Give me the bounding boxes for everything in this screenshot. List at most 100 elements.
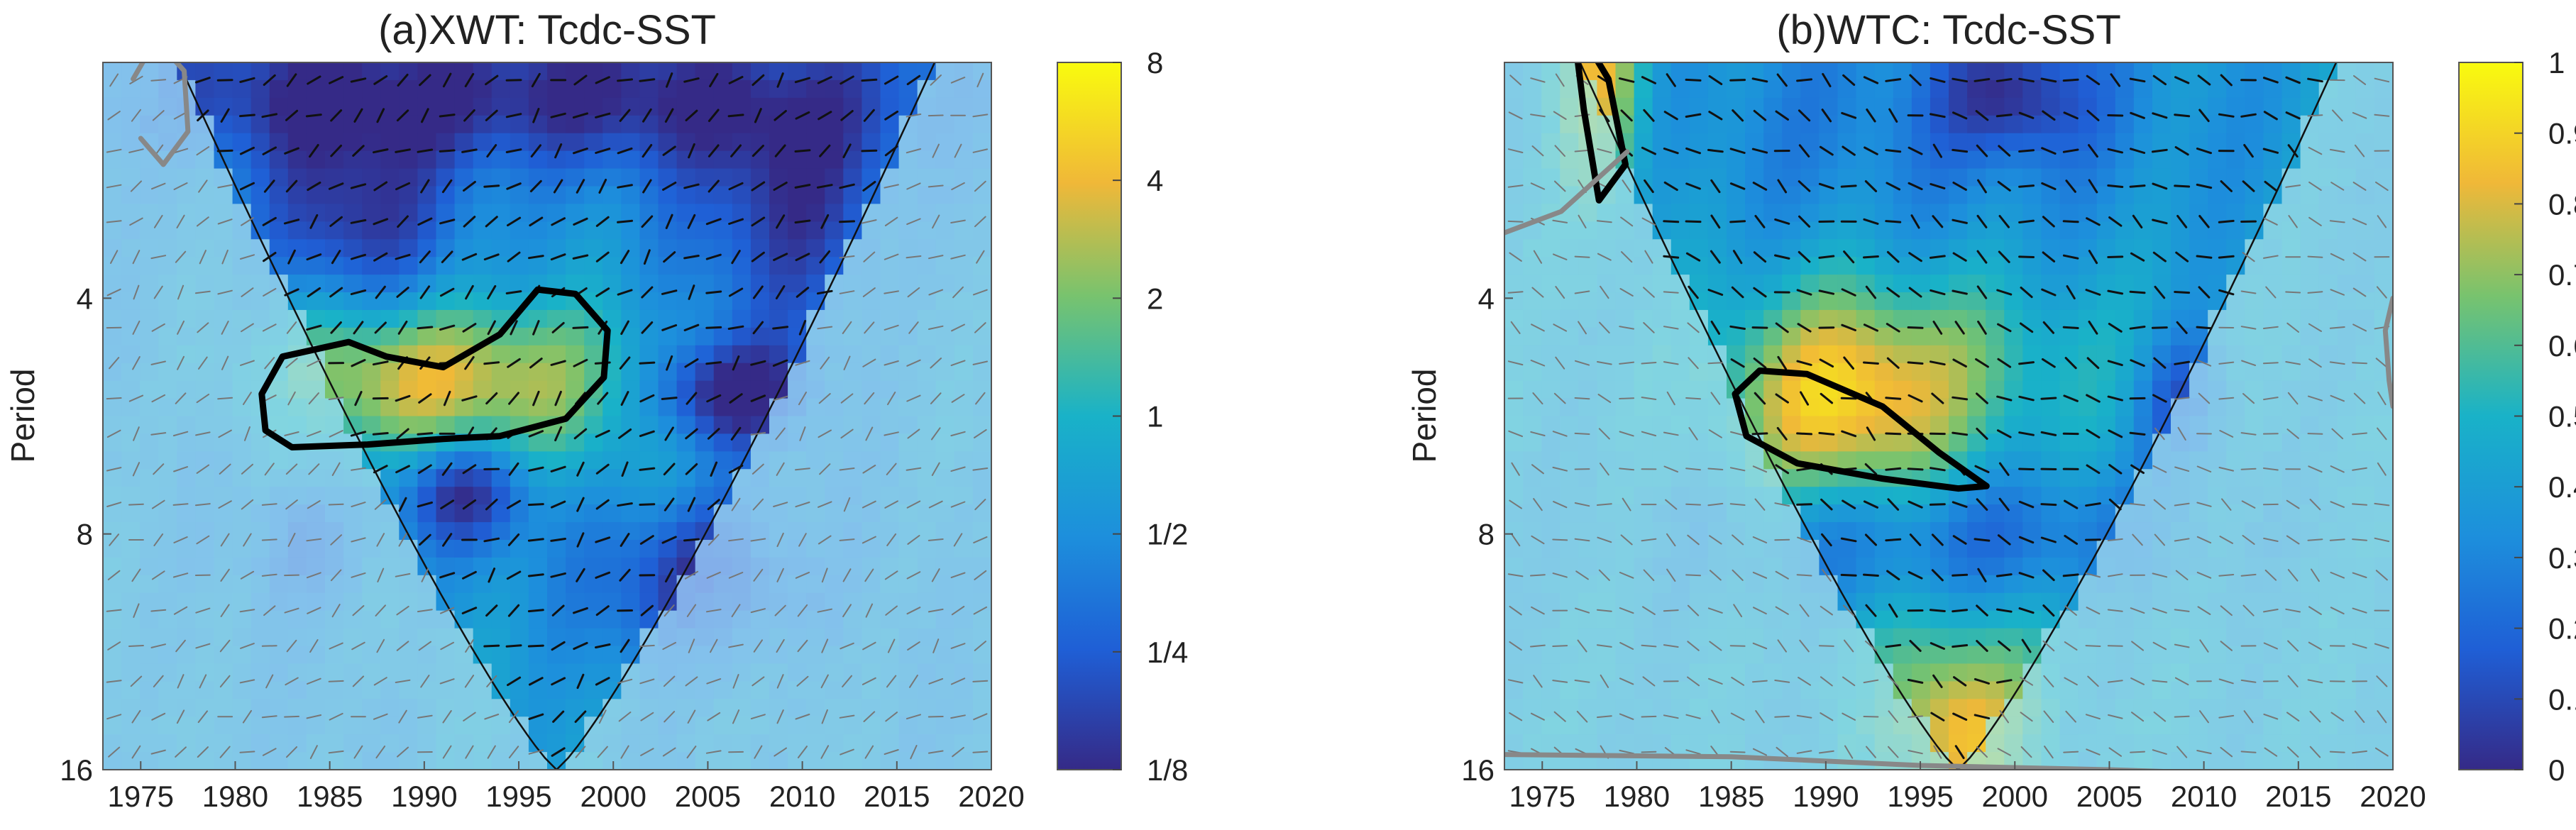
panel-a-phase-arrow (840, 110, 854, 121)
panel-b-heat-cell (1634, 522, 1653, 541)
panel-a-phase-arrow (728, 464, 744, 474)
panel-b-heat-cell (2226, 487, 2246, 505)
panel-a-phase-arrow (241, 323, 254, 333)
panel-a-phase-arrow (639, 503, 656, 506)
panel-b-heat-cell (2300, 681, 2320, 700)
panel-a-heat-cell (880, 592, 900, 612)
panel-a-phase-arrow (196, 216, 209, 227)
panel-b-heat-cell (1763, 487, 1783, 505)
panel-a-heat-cell (880, 522, 900, 541)
panel-a-phase-arrow (197, 746, 209, 758)
panel-b-heat-cell (1837, 451, 1857, 470)
panel-b-heat-cell (2263, 363, 2283, 382)
panel-b-heat-cell (1727, 646, 1746, 665)
panel-b-heat-cell (2022, 681, 2042, 700)
panel-a-phase-arrow (842, 321, 852, 334)
panel-b-heat-cell (1874, 186, 1894, 205)
panel-a-heat-cell (380, 752, 400, 770)
panel-b-heat-cell (1874, 628, 1894, 647)
panel-a-heat-cell (843, 309, 863, 328)
panel-a-heat-cell (806, 734, 826, 753)
panel-b-heat-cell (1689, 239, 1709, 258)
panel-a-heat-cell (306, 62, 326, 81)
panel-b-phase-arrow (1707, 148, 1724, 153)
panel-b-heat-cell (2059, 133, 2079, 152)
panel-a-heat-cell (473, 716, 492, 735)
panel-a-phase-arrow (686, 392, 698, 405)
panel-b-heatmap (1504, 62, 2393, 770)
panel-a-phase-arrow (683, 538, 700, 542)
panel-b-phase-arrow (1554, 145, 1565, 157)
panel-a-heat-cell (750, 416, 770, 435)
panel-a-heat-cell (177, 699, 197, 718)
panel-a-heat-cell (177, 557, 197, 576)
panel-b-heat-cell (2226, 221, 2246, 240)
panel-b-heat-cell (1837, 557, 1857, 576)
panel-a-phase-arrow (151, 394, 166, 403)
panel-b-heat-cell (1727, 522, 1746, 541)
panel-b-heat-cell (2281, 168, 2301, 187)
panel-a-phase-arrow (440, 641, 454, 651)
panel-a-heat-cell (306, 398, 326, 417)
panel-b-heat-cell (1541, 433, 1561, 453)
panel-b-phase-arrow (1619, 326, 1634, 330)
panel-a-heat-cell (121, 168, 141, 187)
panel-a-phase-arrow (705, 750, 722, 754)
panel-a-heat-cell (417, 504, 437, 523)
panel-a-heat-cell (399, 539, 419, 558)
panel-a-heat-cell (528, 97, 548, 116)
panel-b-heat-cell (2189, 221, 2208, 240)
panel-b-heat-cell (1634, 97, 1653, 116)
panel-b-heat-cell (2318, 133, 2338, 152)
panel-a-heat-cell (140, 592, 160, 612)
panel-b-heat-cell (2171, 610, 2190, 629)
panel-b-heat-cell (2078, 239, 2098, 258)
panel-a-heat-cell (954, 97, 974, 116)
panel-b-phase-arrow (1596, 715, 1612, 719)
panel-a-phase-arrow (441, 250, 453, 263)
panel-a-heat-cell (676, 345, 696, 364)
panel-b-heat-cell (2245, 79, 2264, 99)
panel-b-heat-cell (1523, 504, 1542, 523)
panel-a-phase-arrow (350, 253, 366, 260)
panel-b-phase-arrow (1708, 429, 1722, 438)
panel-b-heat-cell (2078, 716, 2098, 735)
panel-a-phase-arrow (217, 289, 233, 295)
panel-b-heat-cell (1763, 699, 1783, 718)
panel-a-phase-arrow (798, 320, 807, 336)
panel-b-phase-arrow (1800, 391, 1810, 406)
panel-b-heat-cell (2337, 610, 2357, 629)
panel-a-heat-cell (510, 752, 529, 770)
panel-a-heat-cell (510, 204, 529, 223)
panel-a-heat-cell (676, 309, 696, 328)
panel-a-phase-arrow (576, 673, 585, 690)
panel-a-heat-cell (362, 592, 382, 612)
panel-b-heat-cell (1652, 309, 1672, 328)
panel-b-heat-cell (1819, 663, 1839, 682)
panel-a-phase-arrow (418, 641, 431, 651)
panel-a-phase-arrow (705, 326, 722, 329)
panel-b-heat-cell (2208, 451, 2228, 470)
panel-b-heat-cell (1523, 133, 1542, 152)
panel-b-heat-cell (2208, 699, 2228, 718)
panel-a-phase-arrow (132, 250, 141, 265)
panel-a-heat-cell (695, 716, 715, 735)
panel-b-heat-cell (1707, 204, 1727, 223)
panel-a-heat-cell (788, 487, 807, 505)
panel-b-heat-cell (2245, 62, 2264, 81)
panel-b-phase-arrow (1508, 430, 1523, 438)
panel-a-heat-cell (695, 451, 715, 470)
panel-a-heat-cell (825, 327, 844, 346)
panel-a-phase-arrow (442, 745, 452, 759)
panel-b-heat-cell (1819, 716, 1839, 735)
panel-a-heat-cell (769, 592, 788, 612)
panel-a-heat-cell (862, 592, 881, 612)
panel-b-heat-cell (2355, 292, 2375, 311)
panel-b-heat-cell (2337, 734, 2357, 753)
panel-a-phase-arrow (417, 326, 434, 330)
panel-b-heat-cell (1634, 380, 1653, 399)
panel-a-phase-arrow (239, 77, 255, 83)
panel-a-heat-cell (473, 469, 492, 487)
panel-a-heat-cell (454, 239, 474, 258)
panel-a-heat-cell (898, 433, 918, 453)
